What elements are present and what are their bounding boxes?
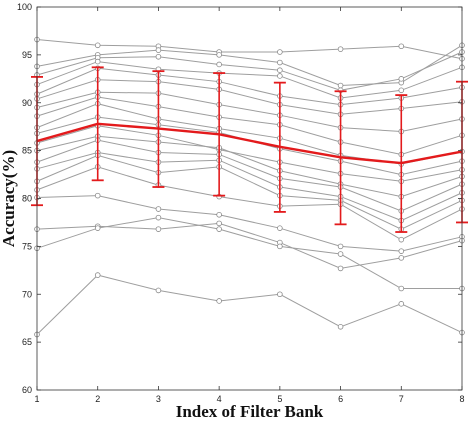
subject-point [337, 265, 344, 272]
subject-point [94, 42, 101, 49]
x-tick-label: 7 [399, 394, 404, 404]
y-axis-ticks: 60 65 70 75 80 85 90 95 100 [17, 2, 462, 395]
y-tick-label: 85 [22, 146, 32, 156]
subject-point [94, 58, 101, 65]
x-tick-label: 8 [459, 394, 464, 404]
x-tick-label: 3 [156, 394, 161, 404]
subject-point [398, 285, 405, 292]
subject-point [398, 76, 405, 82]
subject-point [398, 248, 405, 254]
subject-line [36, 195, 463, 252]
subject-line [36, 274, 463, 335]
subject-line [36, 217, 462, 290]
y-tick-label: 70 [22, 289, 32, 299]
subject-point [398, 43, 405, 50]
subject-line [36, 166, 463, 241]
subject-point [277, 73, 283, 79]
subject-point [337, 46, 344, 52]
subject-line [36, 135, 463, 198]
subject-point [337, 243, 344, 250]
subject-line [36, 67, 463, 106]
subject-line [36, 152, 463, 222]
subject-point [216, 211, 222, 218]
subject-point [277, 225, 283, 231]
subject-point [155, 53, 162, 60]
subject-point [337, 324, 344, 330]
subject-point [277, 59, 283, 66]
subject-line [36, 154, 463, 230]
y-axis-label: Accuracy(%) [0, 150, 18, 247]
subject-point [155, 287, 162, 294]
subject-point [277, 243, 283, 250]
subject-line [36, 61, 463, 99]
subject-line [36, 91, 463, 132]
subject-point [155, 47, 162, 53]
subject-point [398, 301, 405, 307]
subject-point [277, 67, 283, 73]
subject-point [216, 52, 222, 58]
subject-point [216, 226, 222, 232]
y-tick-label: 95 [22, 50, 32, 60]
x-tick-label: 5 [277, 394, 282, 404]
subject-point [398, 255, 405, 261]
subject-point [155, 206, 162, 212]
subject-line [36, 96, 463, 155]
subject-point [277, 291, 283, 298]
subject-point [337, 251, 344, 257]
mean-line [36, 122, 463, 165]
subject-point [216, 61, 222, 68]
subject-point [216, 220, 222, 227]
subject-point [398, 236, 405, 243]
subject-line [36, 125, 463, 182]
plot-background [37, 7, 462, 390]
subject-line [36, 79, 463, 115]
subject-line [36, 39, 463, 60]
x-axis-label: Index of Filter Bank [176, 402, 324, 421]
x-tick-label: 2 [95, 394, 100, 404]
y-tick-label: 75 [22, 241, 32, 251]
y-tick-label: 90 [22, 98, 32, 108]
x-axis-ticks: 1 2 3 4 5 6 7 8 [34, 7, 465, 404]
subject-point [398, 87, 405, 94]
subject-point [94, 272, 101, 278]
subject-line [36, 44, 463, 87]
subject-point [277, 49, 283, 55]
subject-point [337, 82, 344, 89]
subject-point [155, 214, 162, 221]
y-tick-label: 80 [22, 194, 32, 204]
x-tick-label: 4 [217, 394, 222, 404]
subject-point [94, 225, 101, 231]
subject-point [155, 226, 162, 232]
x-tick-label: 1 [34, 394, 39, 404]
subject-point [94, 192, 101, 199]
y-tick-label: 100 [17, 2, 32, 12]
subject-line [36, 51, 463, 91]
x-tick-label: 6 [338, 394, 343, 404]
subject-line [36, 139, 463, 212]
y-tick-label: 60 [22, 385, 32, 395]
subject-point [216, 298, 222, 304]
y-tick-label: 65 [22, 337, 32, 347]
